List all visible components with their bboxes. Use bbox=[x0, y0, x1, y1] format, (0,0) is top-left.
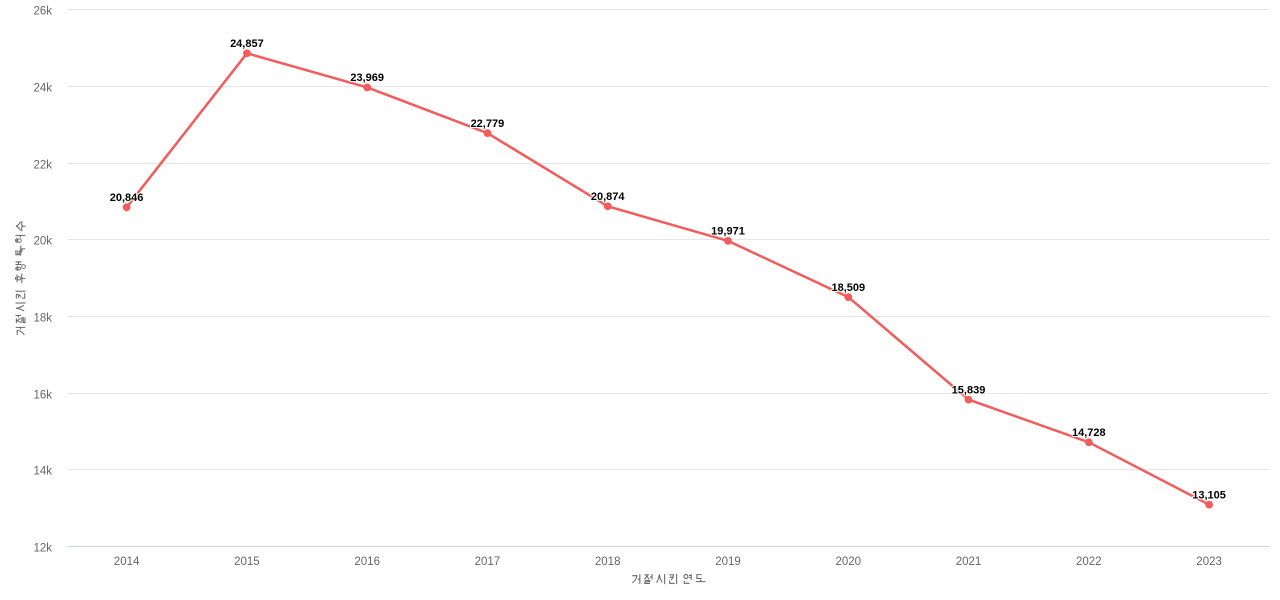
svg-text:2017: 2017 bbox=[475, 556, 501, 568]
svg-text:14,728: 14,728 bbox=[1072, 427, 1106, 439]
svg-text:13,105: 13,105 bbox=[1192, 489, 1226, 501]
svg-text:2023: 2023 bbox=[1196, 556, 1222, 568]
svg-text:22k: 22k bbox=[33, 159, 52, 171]
svg-text:23,969: 23,969 bbox=[350, 72, 384, 84]
svg-text:20,874: 20,874 bbox=[591, 191, 626, 203]
svg-text:2018: 2018 bbox=[595, 556, 621, 568]
svg-text:16k: 16k bbox=[33, 389, 52, 401]
svg-text:2020: 2020 bbox=[836, 556, 862, 568]
svg-text:19,971: 19,971 bbox=[711, 226, 745, 238]
svg-text:2015: 2015 bbox=[234, 556, 260, 568]
svg-text:12k: 12k bbox=[33, 542, 52, 554]
svg-text:24k: 24k bbox=[33, 82, 52, 94]
svg-text:2022: 2022 bbox=[1076, 556, 1102, 568]
svg-text:24,857: 24,857 bbox=[230, 38, 264, 50]
svg-text:2021: 2021 bbox=[956, 556, 982, 568]
svg-text:20,846: 20,846 bbox=[110, 192, 144, 204]
svg-text:22,779: 22,779 bbox=[471, 118, 505, 130]
svg-text:15,839: 15,839 bbox=[952, 384, 986, 396]
svg-text:18k: 18k bbox=[33, 312, 52, 324]
svg-text:2019: 2019 bbox=[715, 556, 741, 568]
svg-text:2016: 2016 bbox=[354, 556, 380, 568]
svg-text:20k: 20k bbox=[33, 235, 52, 247]
svg-text:18,509: 18,509 bbox=[831, 282, 865, 294]
svg-text:14k: 14k bbox=[33, 465, 52, 477]
svg-text:2014: 2014 bbox=[114, 556, 140, 568]
svg-text:26k: 26k bbox=[33, 5, 52, 17]
